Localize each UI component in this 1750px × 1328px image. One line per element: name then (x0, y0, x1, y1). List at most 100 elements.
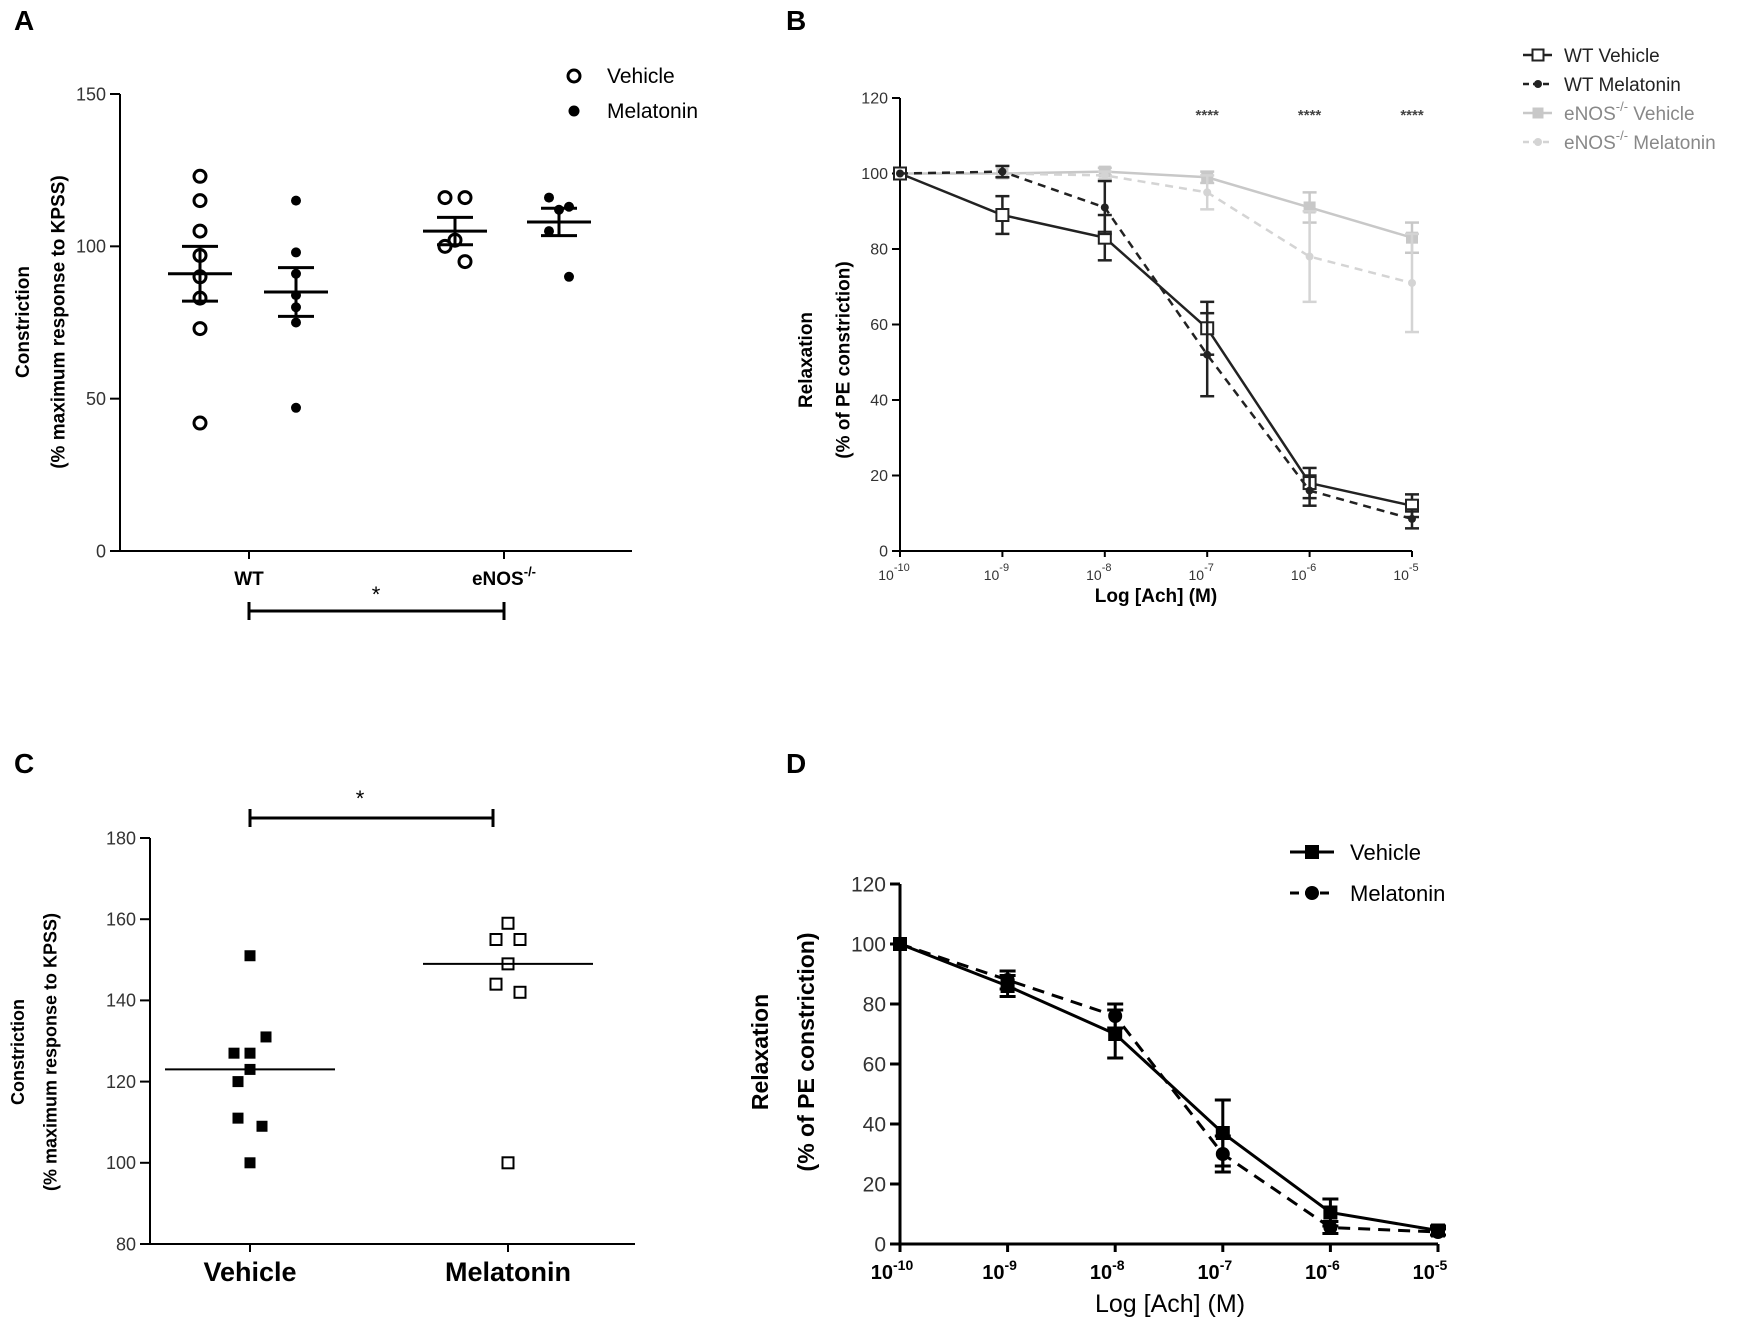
y-tick-label: 40 (870, 393, 888, 410)
data-point (192, 193, 208, 209)
y-axis-label-line1: Relaxation (747, 994, 773, 1110)
data-point (260, 1031, 272, 1043)
y-tick-label: 40 (863, 1113, 886, 1136)
y-tick-label: 100 (76, 237, 106, 257)
x-tick-label: 10-9 (984, 562, 1009, 583)
legend-label: WT Melatonin (1564, 75, 1681, 96)
data-point (489, 977, 503, 991)
data-point (192, 168, 208, 184)
y-axis-label-line1: Constriction (8, 999, 28, 1105)
data-point (244, 1157, 256, 1169)
data-point (291, 402, 301, 413)
y-tick-label: 0 (96, 541, 106, 561)
panel-letter: D (786, 748, 806, 779)
data-point (1305, 252, 1314, 261)
data-point (544, 226, 554, 237)
x-tick-label: 10-5 (1413, 1257, 1448, 1284)
y-tick-label: 20 (863, 1173, 886, 1196)
data-point (232, 1076, 244, 1088)
data-point (291, 195, 301, 206)
panel-letter: A (14, 5, 34, 36)
significance-annotation: **** (1298, 107, 1322, 124)
data-point (1408, 514, 1416, 523)
y-axis-label: Constriction (% maximum response to KPSS) (13, 175, 69, 469)
data-point (457, 190, 473, 206)
panel-b: B 0 20 40 60 80 100 120 10-10 10-9 10-8 10-7 10-6 10-… (786, 5, 1716, 607)
data-point (192, 415, 208, 431)
y-tick-label: 80 (870, 242, 888, 259)
x-tick-label: 10-10 (871, 1257, 914, 1284)
data-point (1203, 350, 1212, 359)
data-point (513, 985, 527, 999)
data-point (1431, 1225, 1445, 1239)
legend-label: Melatonin (1350, 881, 1445, 906)
series-line (899, 942, 1439, 1234)
legend-label: eNOS-/- Melatonin (1564, 128, 1716, 154)
y-tick-label: 160 (106, 910, 136, 930)
y-tick-label: 120 (851, 873, 886, 896)
legend-marker (1305, 886, 1319, 900)
data-point (457, 254, 473, 270)
data-point (564, 271, 574, 282)
data-point (1323, 1205, 1338, 1220)
data-point (998, 167, 1007, 176)
y-tick-label: 100 (861, 166, 888, 183)
data-point (501, 1156, 515, 1170)
y-axis-label-line2: (% maximum response to KPSS) (41, 913, 61, 1191)
legend-marker (1534, 138, 1542, 146)
data-point (995, 208, 1010, 223)
series-line (899, 170, 1413, 521)
significance-label: * (372, 582, 381, 607)
significance-label: * (356, 786, 365, 811)
y-tick-label: 80 (863, 993, 886, 1016)
data-point (244, 950, 256, 962)
x-tick-label: 10-6 (1305, 1257, 1340, 1284)
data-point (192, 321, 208, 337)
data-point (244, 1047, 256, 1059)
legend-marker (1534, 80, 1542, 88)
y-tick-label: 180 (106, 828, 136, 848)
data-point (544, 192, 554, 203)
y-axis-label: Constriction (% maximum response to KPSS) (8, 913, 61, 1191)
y-axis-label-line2: (% of PE constriction) (793, 933, 819, 1172)
x-axis-label: Log [Ach] (M) (1095, 1290, 1245, 1318)
data-point (1323, 1220, 1338, 1235)
x-tick-label: 10-7 (1197, 1257, 1232, 1284)
data-point (1305, 486, 1314, 495)
y-tick-label: 120 (861, 91, 888, 108)
legend-label: WT Vehicle (1564, 46, 1660, 67)
data-point (291, 317, 301, 328)
legend-label: Melatonin (607, 100, 698, 123)
x-tick-label: 10-5 (1393, 562, 1418, 583)
y-tick-label: 100 (106, 1153, 136, 1173)
y-tick-label: 80 (116, 1234, 136, 1254)
data-point (232, 1112, 244, 1124)
data-point (564, 201, 574, 212)
series-line (899, 172, 1413, 507)
data-point (228, 1047, 240, 1059)
data-point (1100, 203, 1109, 212)
x-axis-label: Log [Ach] (M) (1095, 586, 1217, 607)
data-point (1215, 1147, 1230, 1161)
data-point (896, 169, 904, 178)
y-tick-label: 140 (106, 991, 136, 1011)
data-point (1203, 188, 1212, 197)
legend-label: eNOS-/- Vehicle (1564, 99, 1695, 125)
y-tick-label: 0 (879, 544, 888, 561)
y-tick-label: 60 (870, 317, 888, 334)
series-line (900, 172, 1413, 285)
data-point (192, 223, 208, 239)
x-tick-label: 10-8 (1086, 562, 1111, 583)
legend-label: Vehicle (607, 65, 675, 88)
panel-letter: C (14, 748, 34, 779)
legend-marker (568, 105, 580, 117)
data-point (437, 190, 453, 206)
legend-marker (566, 68, 582, 84)
x-tick-label: WT (234, 569, 264, 590)
y-axis-label-line2: (% of PE constriction) (833, 261, 854, 458)
panel-c: C 80 100 120 140 160 180 Constriction (% maximum… (8, 748, 635, 1287)
x-tick-label: Vehicle (203, 1257, 296, 1287)
y-tick-label: 50 (86, 389, 106, 409)
y-axis-label-line1: Relaxation (796, 312, 817, 408)
